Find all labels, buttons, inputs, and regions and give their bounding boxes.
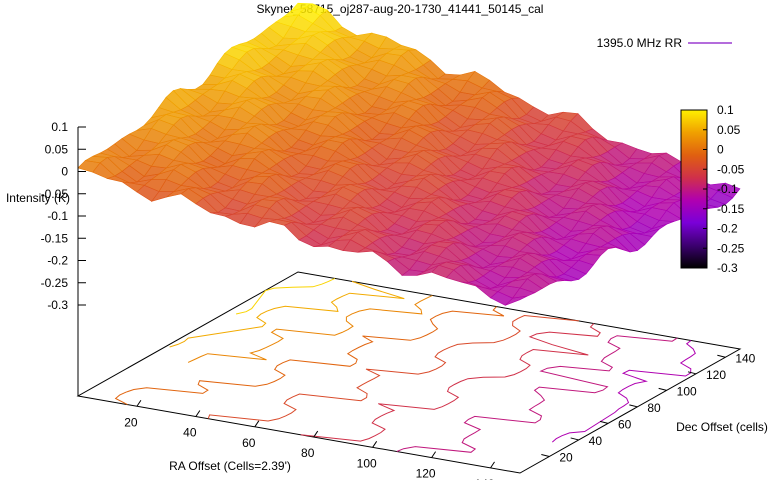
colorbar-tick-label: -0.05 (717, 162, 745, 176)
x-tick-label: 60 (242, 436, 256, 450)
x-tick-label: 40 (183, 426, 197, 440)
x-tick (313, 430, 319, 438)
contour-line (300, 323, 601, 442)
contour-line (169, 280, 405, 348)
axes: 0.1 0.05 0 -0.05 -0.1 -0.15 -0.2 -0.25 -0.3 20 40 6… (41, 120, 756, 480)
colorbar-tick-label: -0.25 (717, 241, 745, 255)
y-tick-label: 120 (706, 368, 726, 382)
x-tick (254, 420, 260, 428)
contour-line (551, 340, 696, 443)
y-tick (541, 453, 550, 457)
legend: 1395.0 MHz RR (597, 36, 732, 50)
x-tick (431, 451, 437, 458)
colorbar-tick-label: 0.05 (717, 123, 741, 137)
x-tick (136, 399, 142, 407)
z-tick-label: -0.1 (47, 209, 68, 223)
x-axis-label: RA Offset (Cells=2.39') (169, 459, 291, 473)
surface-cell (505, 295, 528, 306)
colorbar-tick-label: -0.1 (717, 182, 738, 196)
contour-line (114, 306, 505, 406)
colorbar-ticks: 0.1 0.05 0 -0.05 -0.1 -0.15 -0.2 -0.25 -0.3 (703, 103, 745, 275)
y-tick (687, 371, 697, 375)
z-axis-label: Intensity (K) (6, 191, 70, 205)
x-tick (372, 441, 378, 448)
z-tick-label: 0.1 (51, 120, 68, 134)
colorbar-gradient (680, 109, 708, 269)
x-tick-label: 120 (416, 467, 436, 480)
z-tick-label: -0.3 (47, 298, 68, 312)
x-tick-label: 20 (124, 415, 138, 429)
y-tick (629, 404, 638, 408)
x-tick-label: 80 (301, 446, 315, 460)
y-tick-label: 140 (735, 351, 755, 365)
surface-mesh (77, 2, 741, 306)
x-tick (490, 461, 495, 469)
colorbar-tick-label: -0.2 (717, 222, 738, 236)
contour-line (235, 277, 336, 315)
z-tick-label: 0.05 (45, 142, 69, 156)
contour-line (396, 335, 678, 453)
contour-lines (114, 277, 696, 453)
colorbar-tick-label: 0.1 (717, 103, 734, 117)
contour-line (207, 314, 579, 422)
x-tick-label: 140 (475, 477, 495, 480)
colorbar-tick-label: 0 (717, 143, 724, 157)
base-plane (76, 271, 742, 474)
y-tick-label: 100 (677, 384, 697, 398)
y-tick-label: 80 (647, 401, 661, 415)
contour-line (187, 294, 433, 363)
z-tick-label: -0.25 (41, 276, 69, 290)
y-tick (658, 387, 667, 391)
y-axis-label: Dec Offset (cells) (676, 420, 768, 434)
y-tick (717, 354, 726, 358)
z-tick-label: -0.15 (41, 231, 69, 245)
colorbar: 0.1 0.05 0 -0.05 -0.1 -0.15 -0.2 -0.25 -0.3 (680, 103, 745, 275)
y-tick (570, 437, 579, 441)
colorbar-tick-label: -0.3 (717, 261, 738, 275)
y-tick (599, 420, 609, 424)
z-tick-label: -0.2 (47, 254, 68, 268)
legend-label: 1395.0 MHz RR (597, 36, 683, 50)
y-tick-label: 20 (559, 450, 573, 464)
x-tick-label: 100 (357, 456, 377, 470)
y-tick-label: 60 (618, 417, 632, 431)
x-tick (195, 410, 201, 417)
y-tick-label: 40 (589, 434, 603, 448)
base-plane-outline (76, 271, 742, 474)
z-tick-label: -0.05 (41, 187, 69, 201)
colorbar-tick-label: -0.15 (717, 202, 745, 216)
z-tick-label: 0 (61, 165, 68, 179)
